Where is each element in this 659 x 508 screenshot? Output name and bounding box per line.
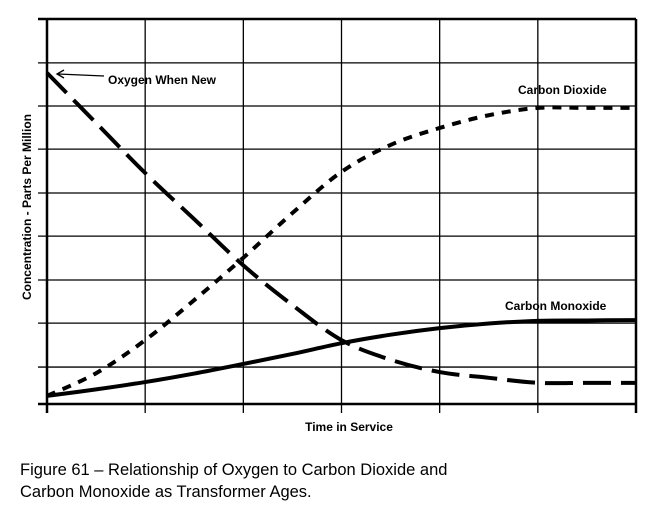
- caption-line-1: Figure 61 – Relationship of Oxygen to Ca…: [20, 461, 448, 479]
- arrow-head-icon: [55, 69, 65, 79]
- series-oxygen: [45, 71, 636, 386]
- figure-caption: Figure 61 – Relationship of Oxygen to Ca…: [20, 459, 447, 503]
- series-carbon-dioxide: [46, 105, 636, 398]
- annotation-carbon-dioxide: Carbon Dioxide: [518, 83, 607, 97]
- grid: [38, 17, 638, 413]
- caption-line-2: Carbon Monoxide as Transformer Ages.: [20, 483, 312, 501]
- x-axis-label: Time in Service: [305, 420, 393, 434]
- oxygen-annotation-arrow: [57, 73, 105, 77]
- annotation-carbon-monoxide: Carbon Monoxide: [505, 299, 607, 313]
- series-lines: [45, 71, 637, 398]
- annotation-oxygen: Oxygen When New: [108, 73, 217, 87]
- series-carbon-monoxide: [46, 318, 637, 398]
- y-axis-label: Concentration - Parts Per Million: [20, 114, 34, 300]
